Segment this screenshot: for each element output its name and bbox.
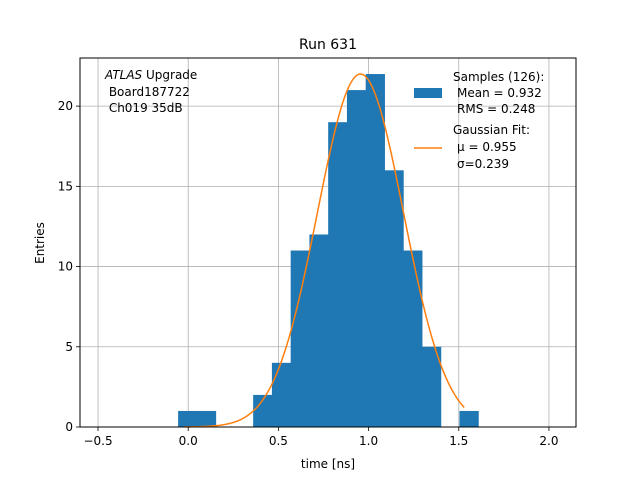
x-tick-label: 1.5	[449, 434, 468, 448]
y-tick-label: 20	[58, 99, 73, 113]
x-tick-label: 2.0	[539, 434, 558, 448]
y-axis-label: Entries	[33, 222, 47, 264]
annotation-line-3: Ch019 35dB	[105, 101, 183, 115]
histogram-bar	[271, 362, 292, 427]
histogram-bar	[384, 170, 404, 427]
histogram-bar	[178, 410, 198, 427]
y-tick-label: 10	[58, 260, 73, 274]
annotation-line-1: ATLAS Upgrade	[104, 68, 197, 82]
legend-histogram-label: Samples (126):	[453, 70, 544, 84]
y-tick-label: 5	[65, 340, 73, 354]
histogram-bar	[421, 346, 442, 427]
legend-fit-sigma: σ=0.239	[457, 157, 509, 171]
legend-histogram-mean: Mean = 0.932	[457, 86, 542, 100]
annotation-line-2: Board187722	[105, 85, 190, 99]
histogram-bar	[196, 410, 217, 427]
legend-histogram-rms: RMS = 0.248	[457, 102, 535, 116]
x-axis-label: time [ns]	[301, 457, 355, 471]
histogram-bar	[328, 122, 348, 427]
axis-ticks: −0.5 0.0 0.5 1.0 1.5 2.0 0 5 10 15 20	[58, 99, 559, 448]
y-tick-label: 15	[58, 179, 73, 193]
x-tick-label: 1.0	[359, 434, 378, 448]
grid	[80, 58, 576, 428]
x-tick-label: 0.0	[179, 434, 198, 448]
chart-title: Run 631	[299, 37, 357, 53]
legend: Samples (126): Mean = 0.932 RMS = 0.248 …	[414, 70, 544, 171]
histogram-bar	[346, 90, 367, 427]
gaussian-fit-line	[184, 73, 465, 428]
histogram-bar	[309, 234, 329, 427]
histogram-bar	[365, 74, 385, 427]
plot-frame	[79, 57, 577, 428]
annotation-atlas: ATLAS	[104, 68, 143, 82]
y-tick-label: 0	[65, 420, 73, 434]
histogram-bar	[403, 250, 423, 427]
histogram-bar	[459, 410, 479, 427]
legend-fit-label: Gaussian Fit:	[453, 123, 530, 137]
annotation: ATLAS Upgrade Board187722 Ch019 35dB	[104, 68, 197, 115]
histogram-bar	[253, 394, 273, 427]
legend-fit-mu: μ = 0.955	[457, 140, 517, 154]
histogram-bar	[290, 250, 310, 427]
histogram-bars	[178, 74, 479, 427]
gaussian-fit	[184, 73, 465, 428]
x-tick-label: −0.5	[83, 434, 112, 448]
x-tick-label: 0.5	[269, 434, 288, 448]
legend-histogram-swatch	[414, 88, 442, 98]
annotation-upgrade: Upgrade	[142, 68, 197, 82]
